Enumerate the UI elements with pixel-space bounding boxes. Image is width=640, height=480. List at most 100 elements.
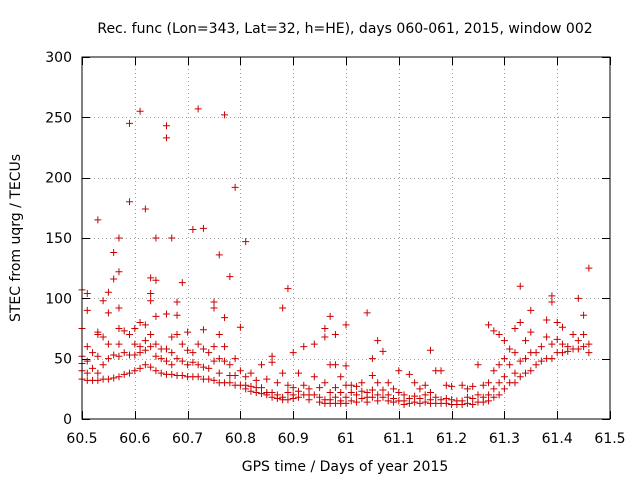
data-point [94, 369, 102, 377]
x-tick-label: 60.5 [66, 431, 97, 447]
data-point [564, 347, 572, 355]
data-point [126, 198, 134, 206]
data-point [310, 373, 318, 381]
data-point [215, 251, 223, 259]
data-point [543, 333, 551, 341]
data-point [363, 398, 371, 406]
data-point [485, 397, 493, 405]
data-point [242, 373, 250, 381]
data-point [83, 306, 91, 314]
data-point [495, 361, 503, 369]
data-point [162, 122, 170, 130]
data-point [342, 393, 350, 401]
data-point [221, 111, 229, 119]
y-axis-label: STEC from uqrg / TECUs [8, 154, 24, 322]
data-point [157, 369, 165, 377]
data-point [173, 311, 181, 319]
data-point [258, 384, 266, 392]
data-point [110, 275, 118, 283]
data-point [395, 388, 403, 396]
data-point [490, 393, 498, 401]
data-point [115, 304, 123, 312]
data-point [94, 376, 102, 384]
data-point [94, 216, 102, 224]
data-point [258, 390, 266, 398]
data-point [574, 337, 582, 345]
data-point [585, 264, 593, 272]
data-point [104, 309, 112, 317]
data-point [416, 399, 424, 407]
data-point [353, 391, 361, 399]
data-point [310, 391, 318, 399]
data-point [104, 340, 112, 348]
data-point [574, 294, 582, 302]
data-point [495, 331, 503, 339]
data-point [379, 347, 387, 355]
data-point [141, 205, 149, 213]
data-point [210, 343, 218, 351]
data-point [289, 384, 297, 392]
data-point [548, 340, 556, 348]
data-point [263, 375, 271, 383]
data-point [199, 345, 207, 353]
data-point [147, 274, 155, 282]
data-point [516, 357, 524, 365]
data-point [442, 381, 450, 389]
data-point [490, 385, 498, 393]
data-point [115, 340, 123, 348]
data-point [474, 361, 482, 369]
data-point [321, 333, 329, 341]
data-point [395, 367, 403, 375]
data-point [210, 304, 218, 312]
data-point [120, 327, 128, 335]
data-point [83, 357, 91, 365]
data-point [94, 331, 102, 339]
data-point [580, 343, 588, 351]
data-point [527, 328, 535, 336]
data-point [469, 401, 477, 409]
data-point [231, 355, 239, 363]
data-point [448, 382, 456, 390]
data-point [458, 381, 466, 389]
data-point [294, 369, 302, 377]
data-point [416, 385, 424, 393]
data-point [184, 361, 192, 369]
data-point [426, 388, 434, 396]
data-point [147, 331, 155, 339]
data-point [294, 387, 302, 395]
data-point [585, 349, 593, 357]
data-point [490, 367, 498, 375]
data-point [99, 333, 107, 341]
data-point [126, 331, 134, 339]
data-point [553, 318, 561, 326]
data-point [115, 352, 123, 360]
data-point [405, 370, 413, 378]
data-point [379, 393, 387, 401]
data-point [189, 358, 197, 366]
data-point [115, 373, 123, 381]
data-point [384, 397, 392, 405]
data-point [421, 391, 429, 399]
data-point [537, 343, 545, 351]
data-point [432, 393, 440, 401]
x-tick-label: 60.9 [278, 431, 309, 447]
data-point [141, 346, 149, 354]
data-point [310, 340, 318, 348]
data-point [580, 311, 588, 319]
data-point [284, 285, 292, 293]
data-point [221, 343, 229, 351]
data-point [131, 325, 139, 332]
data-point [152, 234, 160, 242]
data-point [495, 379, 503, 387]
data-point [99, 297, 107, 305]
data-point [548, 298, 556, 306]
data-point [506, 345, 514, 353]
data-point [247, 369, 255, 377]
data-point [548, 292, 556, 300]
data-point [532, 349, 540, 357]
data-point [194, 340, 202, 348]
data-point [368, 355, 376, 363]
data-point [115, 268, 123, 276]
data-point [532, 361, 540, 369]
